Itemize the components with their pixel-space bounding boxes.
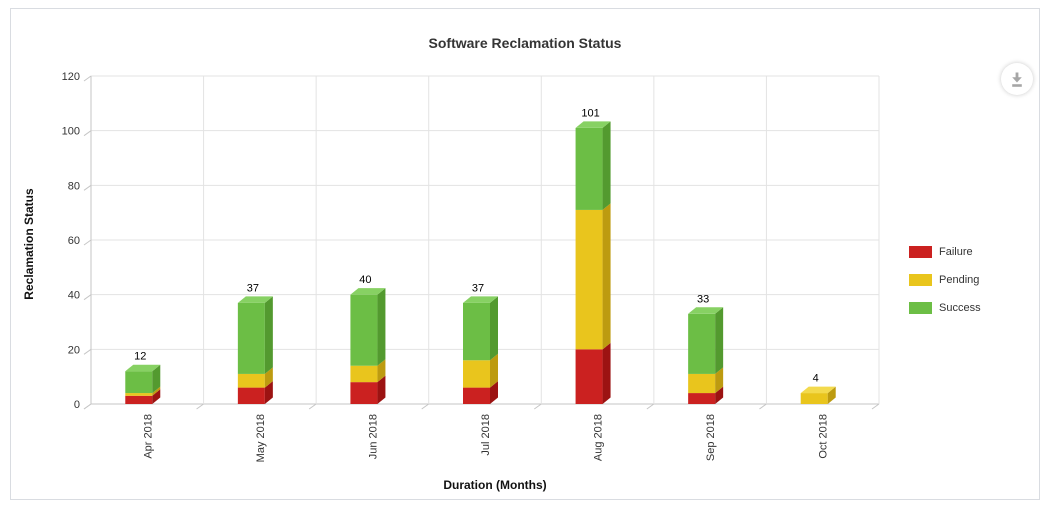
bar-segment-success-3[interactable] [463,302,490,361]
bar-segment-success-4[interactable] [575,127,603,210]
bar-value-label: 40 [359,274,371,286]
y-tick-label: 60 [68,235,80,247]
y-tick-100 [83,130,92,137]
bar-top-5[interactable] [688,307,724,314]
bar-side-success-3[interactable] [490,296,498,361]
x-tick-label: May 2018 [255,414,267,462]
x-tick-label: Jul 2018 [480,414,492,456]
legend-swatch-success [909,302,932,314]
bar-segment-success-1[interactable] [237,302,265,374]
x-tick-1 [196,403,204,410]
bar-top-0[interactable] [125,364,161,372]
x-tick-5 [646,403,655,410]
legend-swatch-pending [909,274,932,286]
bar-top-4[interactable] [575,121,611,128]
bar-side-failure-2[interactable] [377,375,386,404]
bar-segment-pending-0[interactable] [125,393,153,396]
bar-side-pending-4[interactable] [602,203,611,350]
legend-swatch-failure [909,246,932,258]
bar-side-failure-5[interactable] [715,386,724,404]
bar-side-pending-3[interactable] [490,353,498,388]
x-tick-label: Sep 2018 [705,414,717,461]
bar-segment-pending-4[interactable] [575,209,603,350]
bar-value-label: 33 [697,293,709,305]
x-tick-7 [871,403,880,410]
chart-widget: Software Reclamation Status 0 20 40 60 80 100… [10,8,1040,500]
bar-segment-pending-3[interactable] [463,360,490,388]
y-tick-80 [83,184,92,191]
bar-segment-failure-5[interactable] [688,393,716,404]
bar-segment-failure-0[interactable] [125,395,153,404]
bar-segment-failure-1[interactable] [237,387,265,404]
bar-side-success-5[interactable] [715,307,724,374]
y-tick-label: 0 [74,399,80,411]
legend-label: Pending [939,274,980,286]
x-tick-label: Oct 2018 [818,414,830,459]
bar-side-failure-0[interactable] [152,389,161,404]
bar-side-failure-4[interactable] [602,342,611,404]
y-tick-120 [83,75,92,82]
bar-segment-success-2[interactable] [350,294,378,366]
bar-segment-pending-2[interactable] [350,365,378,383]
y-tick-label: 20 [68,344,80,356]
legend-label: Failure [939,246,973,258]
y-tick-label: 120 [62,71,80,83]
bar-side-pending-1[interactable] [264,367,273,388]
y-axis-title: Reclamation Status [22,188,36,300]
y-tick-label: 40 [68,290,80,302]
x-tick-4 [533,403,542,410]
x-tick-label: Jun 2018 [367,414,379,459]
bar-top-1[interactable] [237,296,273,303]
bar-side-pending-6[interactable] [827,386,836,404]
bar-segment-failure-2[interactable] [350,382,378,404]
legend-item-success[interactable]: Success [909,302,981,314]
y-tick-20 [83,348,92,355]
bar-side-success-0[interactable] [152,364,161,394]
x-tick-3 [421,403,430,410]
legend: Failure Pending Success [909,246,981,314]
bar-segment-pending-1[interactable] [237,373,265,388]
bar-side-success-4[interactable] [602,121,611,210]
bar-top-6[interactable] [800,386,836,394]
x-tick-2 [308,403,317,410]
bar-top-3[interactable] [463,296,498,303]
x-axis-title: Duration (Months) [443,478,547,492]
bar-side-pending-0[interactable] [152,386,161,396]
legend-item-failure[interactable]: Failure [909,246,981,258]
download-icon [1012,72,1022,87]
bar-side-pending-5[interactable] [715,367,724,394]
bar-value-label: 4 [813,373,819,385]
bar-segment-pending-6[interactable] [800,393,828,404]
download-button[interactable] [1001,63,1033,95]
plot-area: 0 20 40 60 80 100 120 12 Apr 2018 37 May 2018 40 Jun… [62,71,880,462]
bar-side-pending-2[interactable] [377,359,386,383]
bar-segment-success-5[interactable] [688,313,716,374]
y-tick-label: 80 [68,180,80,192]
bar-value-label: 12 [134,351,146,363]
bar-segment-failure-4[interactable] [575,349,603,404]
x-tick-label: Aug 2018 [593,414,605,461]
legend-label: Success [939,302,981,314]
x-tick-6 [759,403,767,410]
bar-segment-success-0[interactable] [125,371,153,394]
x-tick-label: Apr 2018 [142,414,154,459]
y-tick-60 [83,239,92,246]
bar-segment-failure-3[interactable] [463,387,490,404]
bar-top-2[interactable] [350,288,386,295]
bar-value-label: 37 [247,282,259,294]
bar-segment-pending-5[interactable] [688,373,716,394]
x-tick-0 [83,403,92,410]
bar-side-success-1[interactable] [264,296,273,374]
y-tick-label: 100 [62,126,80,138]
chart-title: Software Reclamation Status [428,35,622,51]
y-tick-40 [83,294,92,301]
bar-value-label: 101 [581,107,599,119]
legend-item-pending[interactable]: Pending [909,274,981,286]
bar-side-failure-1[interactable] [264,381,273,404]
bar-value-label: 37 [472,282,484,294]
bar-side-failure-3[interactable] [490,381,498,404]
bar-side-success-2[interactable] [377,288,386,366]
